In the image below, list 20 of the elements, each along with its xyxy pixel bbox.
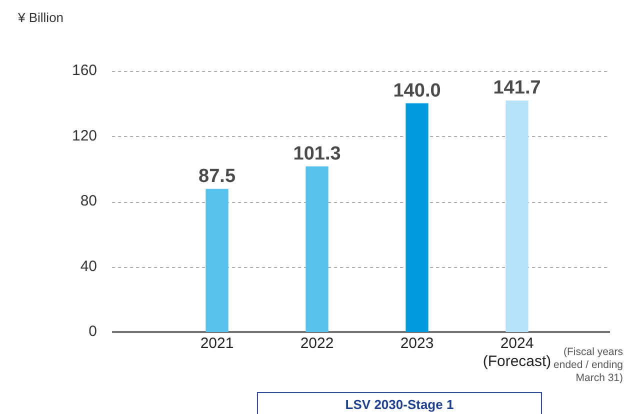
x-tick-label: 2023	[400, 335, 434, 352]
data-label: 140.0	[393, 80, 441, 102]
x-tick-label: 2022	[300, 335, 334, 352]
y-axis-title: ¥ Billion	[18, 10, 64, 25]
x-tick-label: 2024 (Forecast)	[482, 335, 552, 370]
bar	[306, 166, 328, 332]
y-tick-label: 40	[80, 258, 98, 275]
text: LSV 2030-Stage 1	[344, 397, 455, 412]
bar	[206, 188, 228, 332]
text: (Fiscal years ended / ending March 31)	[554, 346, 623, 385]
y-tick-label: 80	[80, 192, 98, 210]
data-label: 87.5	[198, 166, 236, 187]
y-tick-label: 120	[72, 127, 98, 144]
x-tick-label: 2021	[200, 335, 234, 352]
y-tick-label: 0	[88, 323, 98, 340]
bar	[406, 103, 428, 332]
data-label: 141.7	[493, 78, 541, 99]
bar	[506, 100, 528, 332]
data-label: 101.3	[293, 143, 341, 164]
y-tick-label: 160	[72, 62, 98, 80]
